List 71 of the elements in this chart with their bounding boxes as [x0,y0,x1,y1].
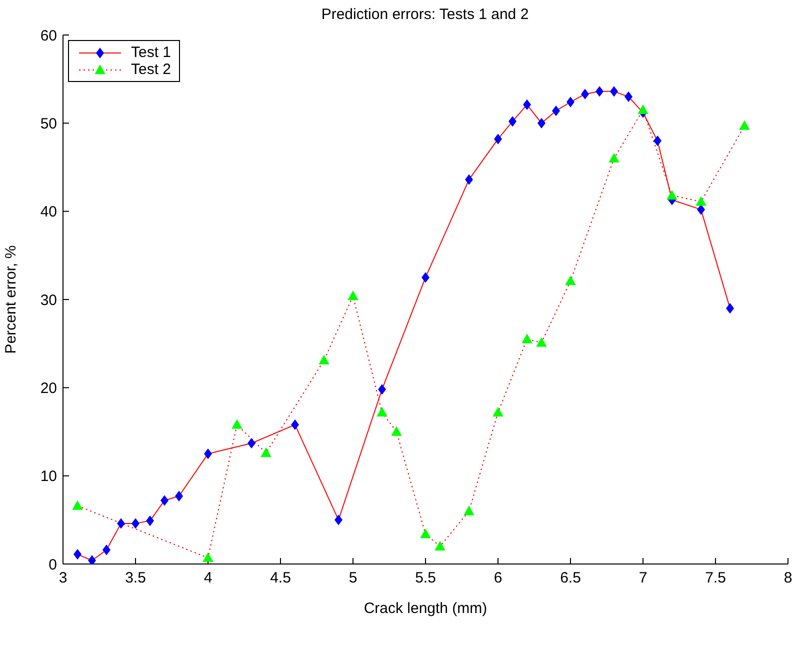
point [740,120,750,130]
x-tick-label: 6 [494,570,502,587]
point [696,196,706,206]
x-tick-label: 5 [348,570,358,587]
point [160,496,168,506]
point [538,118,546,128]
point [667,190,677,200]
x-axis-title: Crack length (mm) [364,600,488,617]
point [422,272,430,282]
point [74,549,82,560]
point [102,544,110,555]
point [493,407,503,416]
point [248,438,256,448]
y-tick-label: 30 [40,292,57,309]
chart-title: Prediction errors: Tests 1 and 2 [321,6,529,23]
point [377,407,387,416]
point [392,426,402,436]
x-tick-label: 8 [784,570,792,587]
point [465,174,473,185]
point [610,86,618,96]
point [566,97,574,108]
point [435,541,445,550]
point [420,529,430,538]
point [175,491,183,502]
point [508,116,516,126]
point [334,514,342,525]
point [204,448,212,459]
point [609,153,619,163]
y-tick-label: 60 [40,27,57,44]
point [464,506,474,516]
legend-label: Test 2 [131,61,172,78]
x-tick-label: 3.5 [125,570,146,587]
point [697,204,705,215]
point [261,448,271,458]
point [624,92,632,102]
point [348,290,358,300]
y-tick-label: 20 [40,380,57,397]
y-tick-label: 0 [48,556,57,574]
point [232,420,242,429]
point [117,518,125,528]
x-tick-label: 3 [58,570,68,587]
x-tick-label: 7 [638,570,648,587]
point [378,384,386,394]
point [581,89,589,100]
point [522,334,532,344]
legend-label: Test 1 [131,44,172,61]
point [654,136,662,146]
point [552,106,560,116]
x-tick-label: 4 [204,570,212,587]
point [132,518,140,528]
point [536,338,546,347]
point [319,355,329,364]
x-tick-label: 6.5 [560,570,581,587]
y-tick-label: 50 [40,115,57,132]
point [88,555,96,564]
point [638,104,648,114]
y-tick-label: 10 [40,468,57,486]
point [146,516,154,526]
x-tick-label: 5.5 [415,570,436,587]
x-tick-label: 4.5 [270,570,291,587]
point [494,134,502,144]
x-tick-label: 7.5 [705,570,726,587]
y-axis-title: Percent error, % [2,245,20,354]
point [72,500,82,510]
point [523,100,531,110]
point [203,552,213,562]
point [596,86,604,96]
point [566,276,576,286]
point [291,420,299,430]
point [726,303,734,314]
y-tick-label: 40 [40,204,57,221]
